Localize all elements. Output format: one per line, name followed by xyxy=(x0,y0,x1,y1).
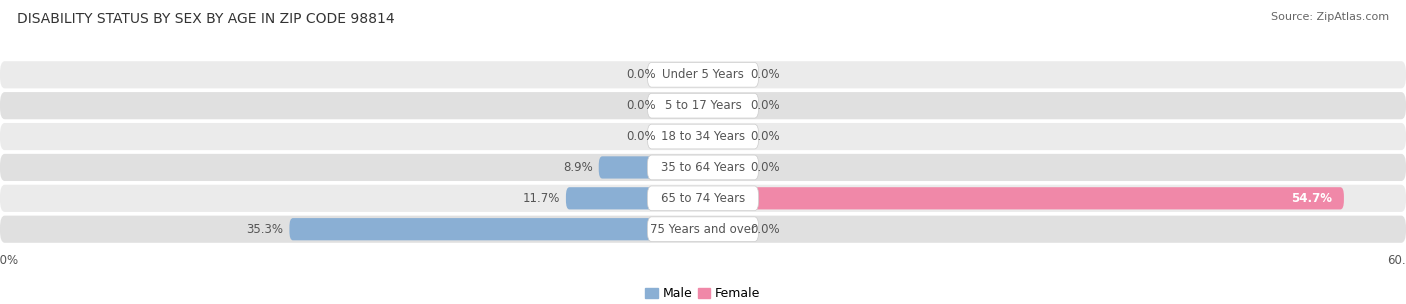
Text: 5 to 17 Years: 5 to 17 Years xyxy=(665,99,741,112)
FancyBboxPatch shape xyxy=(599,156,703,178)
FancyBboxPatch shape xyxy=(0,216,1406,243)
Text: 0.0%: 0.0% xyxy=(749,223,779,236)
FancyBboxPatch shape xyxy=(565,187,703,209)
Text: 18 to 34 Years: 18 to 34 Years xyxy=(661,130,745,143)
Text: DISABILITY STATUS BY SEX BY AGE IN ZIP CODE 98814: DISABILITY STATUS BY SEX BY AGE IN ZIP C… xyxy=(17,12,395,26)
Text: 0.0%: 0.0% xyxy=(749,99,779,112)
Text: 0.0%: 0.0% xyxy=(749,130,779,143)
FancyBboxPatch shape xyxy=(703,64,744,86)
FancyBboxPatch shape xyxy=(647,62,759,87)
Text: 35.3%: 35.3% xyxy=(246,223,284,236)
Text: Source: ZipAtlas.com: Source: ZipAtlas.com xyxy=(1271,12,1389,22)
FancyBboxPatch shape xyxy=(703,187,1344,209)
FancyBboxPatch shape xyxy=(0,185,1406,212)
FancyBboxPatch shape xyxy=(703,126,744,148)
FancyBboxPatch shape xyxy=(0,154,1406,181)
FancyBboxPatch shape xyxy=(647,124,759,149)
FancyBboxPatch shape xyxy=(662,126,703,148)
FancyBboxPatch shape xyxy=(647,93,759,118)
FancyBboxPatch shape xyxy=(0,123,1406,150)
Text: 11.7%: 11.7% xyxy=(523,192,560,205)
Text: 0.0%: 0.0% xyxy=(627,99,657,112)
Text: 0.0%: 0.0% xyxy=(627,68,657,81)
FancyBboxPatch shape xyxy=(662,95,703,117)
FancyBboxPatch shape xyxy=(703,95,744,117)
Text: Under 5 Years: Under 5 Years xyxy=(662,68,744,81)
FancyBboxPatch shape xyxy=(0,92,1406,119)
FancyBboxPatch shape xyxy=(703,156,744,178)
Text: 0.0%: 0.0% xyxy=(749,161,779,174)
FancyBboxPatch shape xyxy=(290,218,703,240)
FancyBboxPatch shape xyxy=(0,61,1406,88)
FancyBboxPatch shape xyxy=(647,217,759,242)
Text: 75 Years and over: 75 Years and over xyxy=(650,223,756,236)
Text: 0.0%: 0.0% xyxy=(627,130,657,143)
FancyBboxPatch shape xyxy=(647,186,759,211)
Text: 65 to 74 Years: 65 to 74 Years xyxy=(661,192,745,205)
FancyBboxPatch shape xyxy=(647,155,759,180)
FancyBboxPatch shape xyxy=(703,218,744,240)
FancyBboxPatch shape xyxy=(662,64,703,86)
Text: 54.7%: 54.7% xyxy=(1291,192,1333,205)
Text: 8.9%: 8.9% xyxy=(564,161,593,174)
Text: 35 to 64 Years: 35 to 64 Years xyxy=(661,161,745,174)
Text: 0.0%: 0.0% xyxy=(749,68,779,81)
Legend: Male, Female: Male, Female xyxy=(641,282,765,304)
